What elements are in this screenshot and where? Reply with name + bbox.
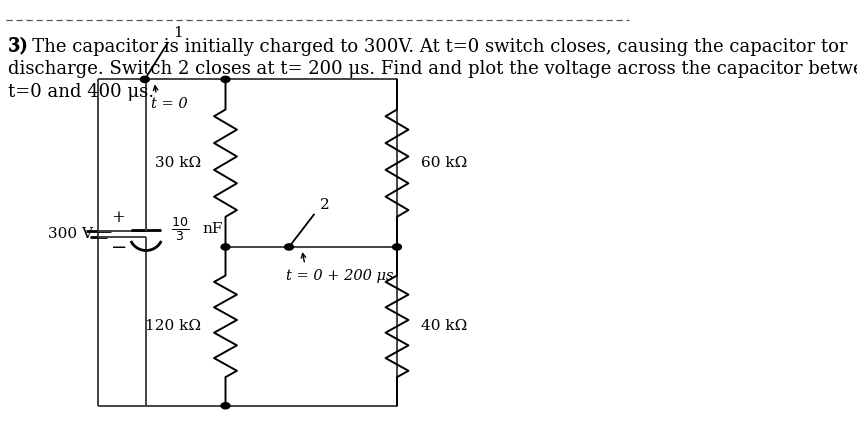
Circle shape: [221, 244, 230, 250]
Text: nF: nF: [202, 222, 223, 236]
Text: 2: 2: [320, 198, 329, 212]
Text: −: −: [111, 239, 128, 257]
Circle shape: [221, 403, 230, 409]
Text: $\frac{10}{3}$: $\frac{10}{3}$: [171, 215, 189, 243]
Text: t = 0 + 200 μs: t = 0 + 200 μs: [286, 269, 393, 283]
Text: +: +: [111, 209, 125, 226]
Text: 1: 1: [173, 26, 183, 40]
Text: 120 kΩ: 120 kΩ: [146, 319, 201, 333]
Text: 60 kΩ: 60 kΩ: [421, 156, 467, 170]
Text: t = 0: t = 0: [151, 97, 188, 111]
Text: 3): 3): [8, 37, 28, 56]
Circle shape: [285, 244, 293, 250]
Text: 40 kΩ: 40 kΩ: [421, 319, 467, 333]
Circle shape: [221, 76, 230, 82]
Circle shape: [393, 244, 401, 250]
Text: 30 kΩ: 30 kΩ: [155, 156, 201, 170]
Circle shape: [141, 76, 149, 82]
Text: discharge. Switch 2 closes at t= 200 μs. Find and plot the voltage across the ca: discharge. Switch 2 closes at t= 200 μs.…: [8, 60, 857, 78]
Text: 300 V: 300 V: [48, 227, 93, 241]
Text: t=0 and 400 μs.: t=0 and 400 μs.: [8, 83, 153, 101]
Text: 3) The capacitor is initially charged to 300V. At t=0 switch closes, causing the: 3) The capacitor is initially charged to…: [8, 37, 847, 56]
